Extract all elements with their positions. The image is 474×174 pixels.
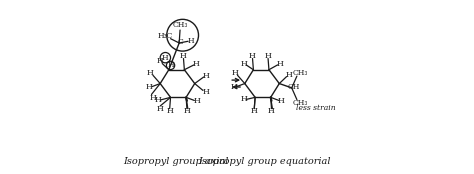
Text: H: H: [193, 97, 201, 105]
Text: H: H: [264, 52, 272, 60]
Text: H: H: [167, 61, 174, 69]
Text: H: H: [240, 60, 247, 68]
Text: H: H: [230, 83, 237, 91]
Text: CH₃: CH₃: [292, 69, 308, 77]
Text: H₃C: H₃C: [157, 32, 173, 40]
Text: H: H: [249, 52, 256, 60]
Text: H: H: [232, 69, 238, 77]
Text: H: H: [268, 107, 275, 115]
Text: H: H: [188, 37, 194, 45]
Text: less strain: less strain: [296, 104, 335, 112]
Text: H: H: [155, 96, 161, 104]
Text: H: H: [251, 107, 258, 115]
Text: H: H: [180, 52, 187, 60]
Text: H: H: [157, 105, 164, 113]
Text: H: H: [166, 107, 173, 115]
Text: H: H: [183, 107, 191, 115]
Text: H: H: [278, 97, 285, 105]
Text: C: C: [178, 38, 183, 46]
Text: H: H: [150, 94, 157, 102]
Text: H: H: [277, 60, 283, 68]
Text: CH₃: CH₃: [292, 98, 308, 106]
Text: H: H: [146, 83, 153, 91]
Text: H: H: [156, 57, 163, 65]
Text: H: H: [240, 95, 247, 103]
Text: H: H: [147, 69, 154, 77]
Text: H: H: [286, 71, 292, 79]
Text: Isopropyl group equatorial: Isopropyl group equatorial: [198, 157, 331, 166]
Text: H: H: [203, 72, 210, 80]
Text: H: H: [193, 60, 200, 68]
Text: H: H: [202, 88, 209, 96]
Text: CH₃: CH₃: [173, 21, 188, 29]
Text: CH: CH: [288, 83, 300, 91]
Text: Isopropyl group axial: Isopropyl group axial: [123, 157, 228, 166]
Text: H: H: [162, 54, 169, 62]
